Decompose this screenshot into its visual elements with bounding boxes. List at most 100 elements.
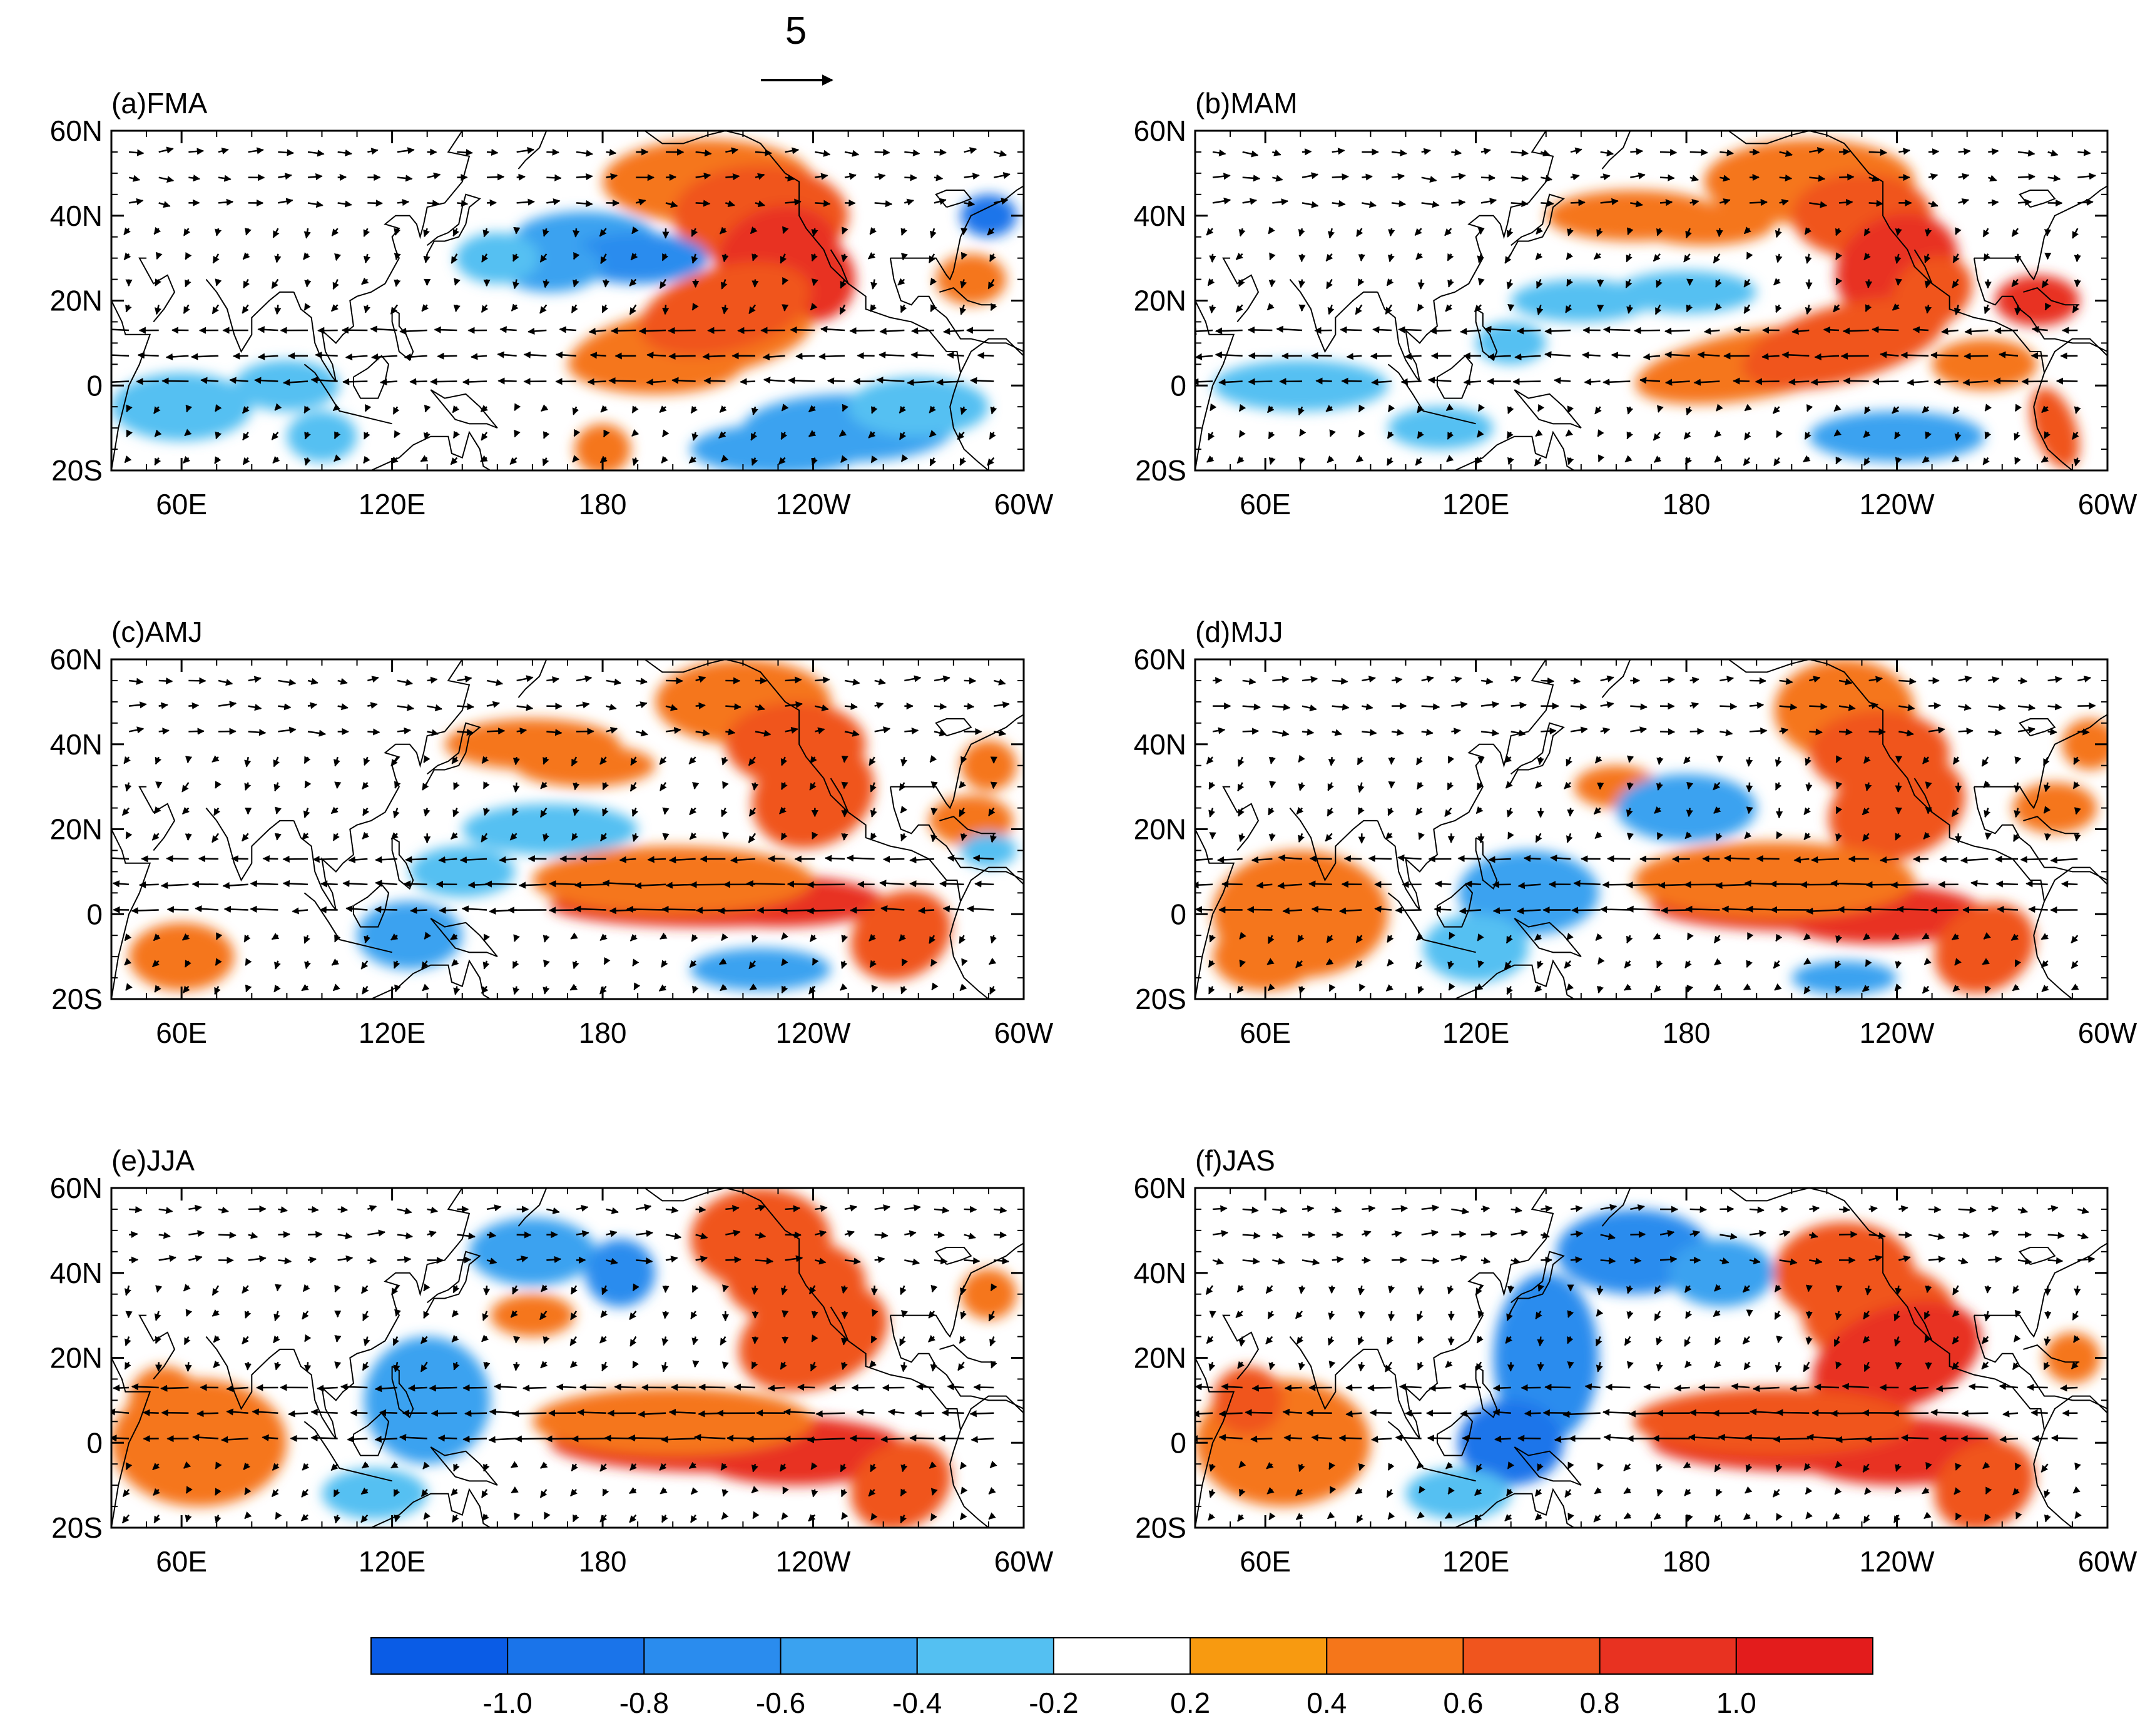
wind-vector xyxy=(1805,279,1813,290)
wind-vector xyxy=(185,251,192,260)
wind-vector xyxy=(1476,430,1484,438)
wind-vector xyxy=(929,430,937,438)
wind-vector xyxy=(780,253,787,264)
coastline xyxy=(1728,1188,1810,1202)
wind-vector xyxy=(1743,226,1751,235)
wind-vector xyxy=(1779,174,1793,182)
wind-vector xyxy=(1716,404,1723,412)
wind-vector xyxy=(1863,252,1871,261)
wind-vector xyxy=(1685,1311,1693,1319)
wind-vector xyxy=(2044,782,2051,793)
wind-vector xyxy=(397,175,413,182)
wind-vector xyxy=(880,905,905,913)
wind-vector xyxy=(278,703,292,711)
coastline xyxy=(430,1446,498,1486)
wind-vector xyxy=(1809,175,1826,182)
wind-vector xyxy=(870,455,878,464)
wind-vector xyxy=(1451,1254,1467,1262)
wind-vector xyxy=(1242,1206,1259,1214)
wind-vector xyxy=(2014,782,2021,793)
wind-vector xyxy=(543,228,549,237)
shading-blob xyxy=(287,410,357,462)
wind-vector xyxy=(304,279,312,288)
wind-vector xyxy=(451,756,459,764)
wind-vector xyxy=(375,880,398,887)
wind-vector xyxy=(1504,253,1512,264)
shading-blob xyxy=(850,1439,952,1528)
wind-vector xyxy=(1332,148,1345,155)
wind-vector xyxy=(457,703,474,711)
wind-vector xyxy=(362,807,370,816)
shading-blob xyxy=(1633,1388,1915,1456)
wind-vector xyxy=(879,351,905,359)
wind-vector xyxy=(509,833,517,841)
wind-vector xyxy=(1656,228,1663,236)
wind-vector xyxy=(1242,1257,1260,1265)
wind-vector xyxy=(539,253,548,263)
wind-vector xyxy=(1218,1410,1243,1418)
wind-vector xyxy=(1627,755,1634,763)
wind-vector xyxy=(242,304,249,314)
wind-vector xyxy=(928,1311,936,1319)
wind-vector xyxy=(403,880,427,888)
wind-vector xyxy=(541,1284,548,1292)
wind-vector xyxy=(543,960,550,968)
wind-vector xyxy=(1602,1408,1631,1416)
wind-vector xyxy=(614,1383,636,1391)
wind-vector xyxy=(1447,782,1454,791)
wind-vector xyxy=(1302,676,1318,683)
wind-vector xyxy=(483,1286,491,1296)
wind-vector xyxy=(1447,1336,1455,1346)
wind-vector xyxy=(1749,1230,1766,1237)
wind-vector xyxy=(1626,808,1633,818)
wind-vector xyxy=(155,1285,163,1293)
colorbar-label: 1.0 xyxy=(1716,1687,1756,1719)
wind-vector xyxy=(300,1513,308,1521)
coastline xyxy=(960,338,1024,373)
wind-vector xyxy=(1895,782,1902,793)
wind-vector xyxy=(988,1487,996,1495)
shading-blob xyxy=(1213,360,1388,411)
wind-vector xyxy=(155,278,161,287)
wind-vector xyxy=(1400,378,1422,385)
wind-vector xyxy=(181,806,190,815)
wind-vector xyxy=(1391,676,1403,684)
wind-vector xyxy=(516,198,535,206)
wind-vector xyxy=(1835,806,1843,815)
wind-vector xyxy=(1922,985,1930,994)
wind-vector xyxy=(2014,457,2021,465)
wind-vector xyxy=(213,1335,221,1343)
wind-vector xyxy=(480,405,489,412)
coastline xyxy=(426,722,481,783)
wind-vector xyxy=(934,1231,945,1239)
wind-vector xyxy=(879,880,905,887)
wind-vector xyxy=(1900,352,1929,359)
y-tick-label: 60N xyxy=(1134,114,1186,147)
wind-vector xyxy=(1480,1205,1490,1213)
wind-vector xyxy=(1297,935,1305,943)
x-tick-label: 60W xyxy=(994,1545,1054,1578)
wind-vector xyxy=(989,1336,996,1347)
wind-vector xyxy=(1370,352,1392,360)
wind-vector xyxy=(160,1384,189,1392)
wind-vector xyxy=(1371,378,1392,386)
wind-vector xyxy=(1746,960,1753,968)
wind-vector xyxy=(1653,432,1661,441)
wind-vector xyxy=(911,327,935,335)
wind-vector xyxy=(257,326,278,333)
wind-vector xyxy=(1892,303,1900,311)
wind-vector xyxy=(334,431,341,440)
wind-vector xyxy=(1536,226,1543,235)
x-tick-label: 60W xyxy=(2078,488,2137,520)
wind-vector xyxy=(1387,404,1395,412)
wind-vector xyxy=(785,726,798,734)
wind-vector xyxy=(480,455,488,462)
wind-vector xyxy=(1272,1207,1288,1214)
wind-vector xyxy=(603,957,611,965)
wind-vector xyxy=(869,960,877,968)
wind-vector xyxy=(1626,431,1633,440)
wind-vector xyxy=(876,376,905,384)
colorbar-segment xyxy=(1052,1637,1191,1675)
wind-vector xyxy=(215,278,222,287)
wind-vector xyxy=(1511,1206,1522,1214)
